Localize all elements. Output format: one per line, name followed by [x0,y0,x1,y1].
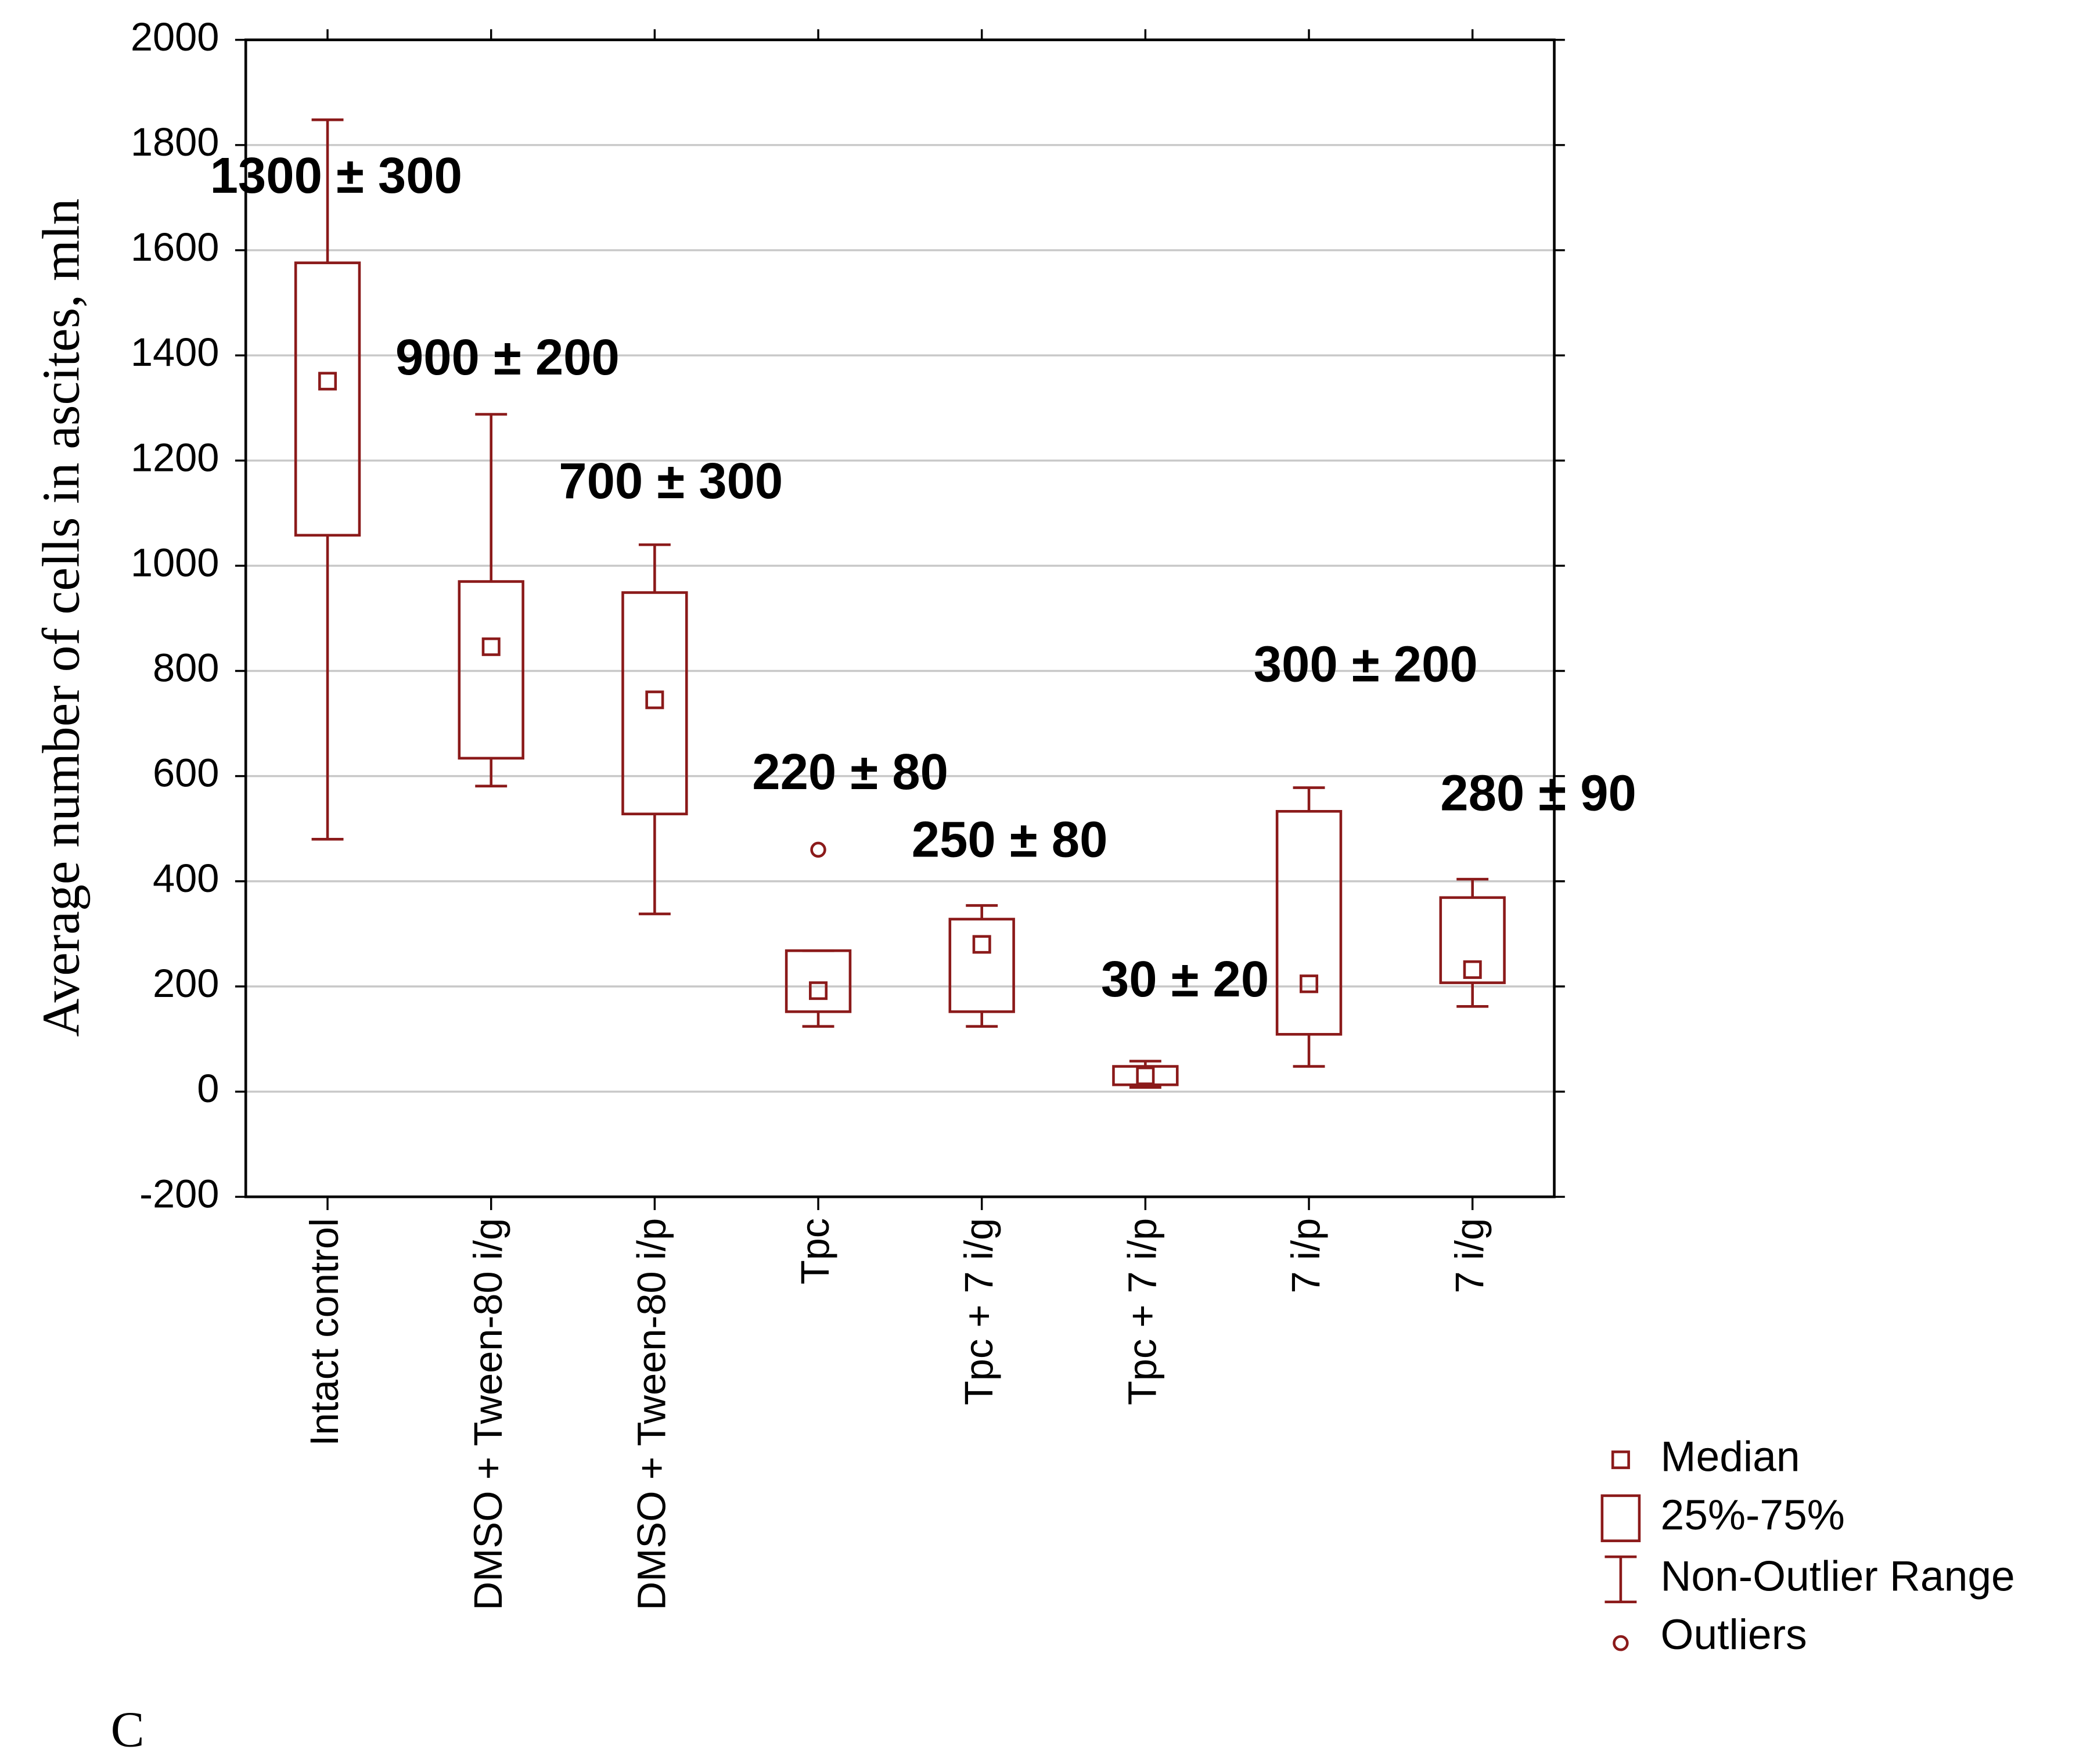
x-tick-label: Tpc + 7 i/g [956,1218,1001,1405]
annotation: 280 ± 90 [1440,765,1636,822]
annotation: 700 ± 300 [559,453,783,509]
median [809,981,828,1000]
y-tick-label: 1400 [131,330,220,375]
annotation: 900 ± 200 [395,329,620,386]
box [785,949,852,1013]
median [645,690,664,710]
y-tick-label: 2000 [131,15,220,59]
x-tick-label: Tpc [793,1218,837,1284]
outlier [810,841,826,858]
legend-label: Non-Outlier Range [1661,1552,2015,1600]
y-tick-label: 600 [153,751,219,795]
box [1439,896,1506,984]
median [972,935,991,954]
legend-label: 25%-75% [1661,1491,1845,1539]
y-tick-label: 1200 [131,435,220,480]
box [458,580,524,760]
box [621,591,688,816]
box [948,917,1015,1013]
median [1136,1066,1155,1085]
median [1300,974,1319,993]
box [294,261,361,537]
legend-outlier-icon [1613,1635,1629,1651]
x-tick-label: Intact control [302,1218,347,1446]
annotation: 250 ± 80 [912,812,1108,868]
legend-label: Median [1661,1432,1800,1480]
median [481,637,501,656]
annotation: 30 ± 20 [1101,951,1269,1007]
y-tick-label: -200 [139,1171,219,1216]
y-tick-label: 800 [153,646,219,690]
y-tick-label: 400 [153,856,219,901]
x-tick-label: Tpc + 7 i/p [1120,1218,1164,1405]
annotation: 1300 ± 300 [210,147,462,204]
annotation: 220 ± 80 [752,744,948,800]
y-tick-label: 1000 [131,540,220,585]
legend-median-icon [1611,1450,1630,1470]
x-tick-label: DMSO + Tween-80 i/g [466,1218,510,1611]
x-tick-label: DMSO + Tween-80 i/p [629,1218,674,1611]
x-tick-label: 7 i/p [1283,1218,1328,1294]
y-tick-label: 1600 [131,225,220,269]
y-tick-label: 200 [153,961,219,1006]
box [1275,810,1343,1036]
y-axis-title: Average number of cells in ascites, mln [31,199,90,1037]
median [1463,960,1482,979]
median [318,372,337,391]
panel-label: C [111,1702,145,1758]
x-tick-label: 7 i/g [1447,1218,1492,1294]
y-tick-label: 0 [197,1066,219,1111]
legend-box-icon [1600,1494,1641,1542]
annotation: 300 ± 200 [1254,636,1478,693]
y-tick-label: 1800 [131,120,220,164]
plot-frame [244,38,1556,1198]
legend-label: Outliers [1661,1611,1807,1658]
